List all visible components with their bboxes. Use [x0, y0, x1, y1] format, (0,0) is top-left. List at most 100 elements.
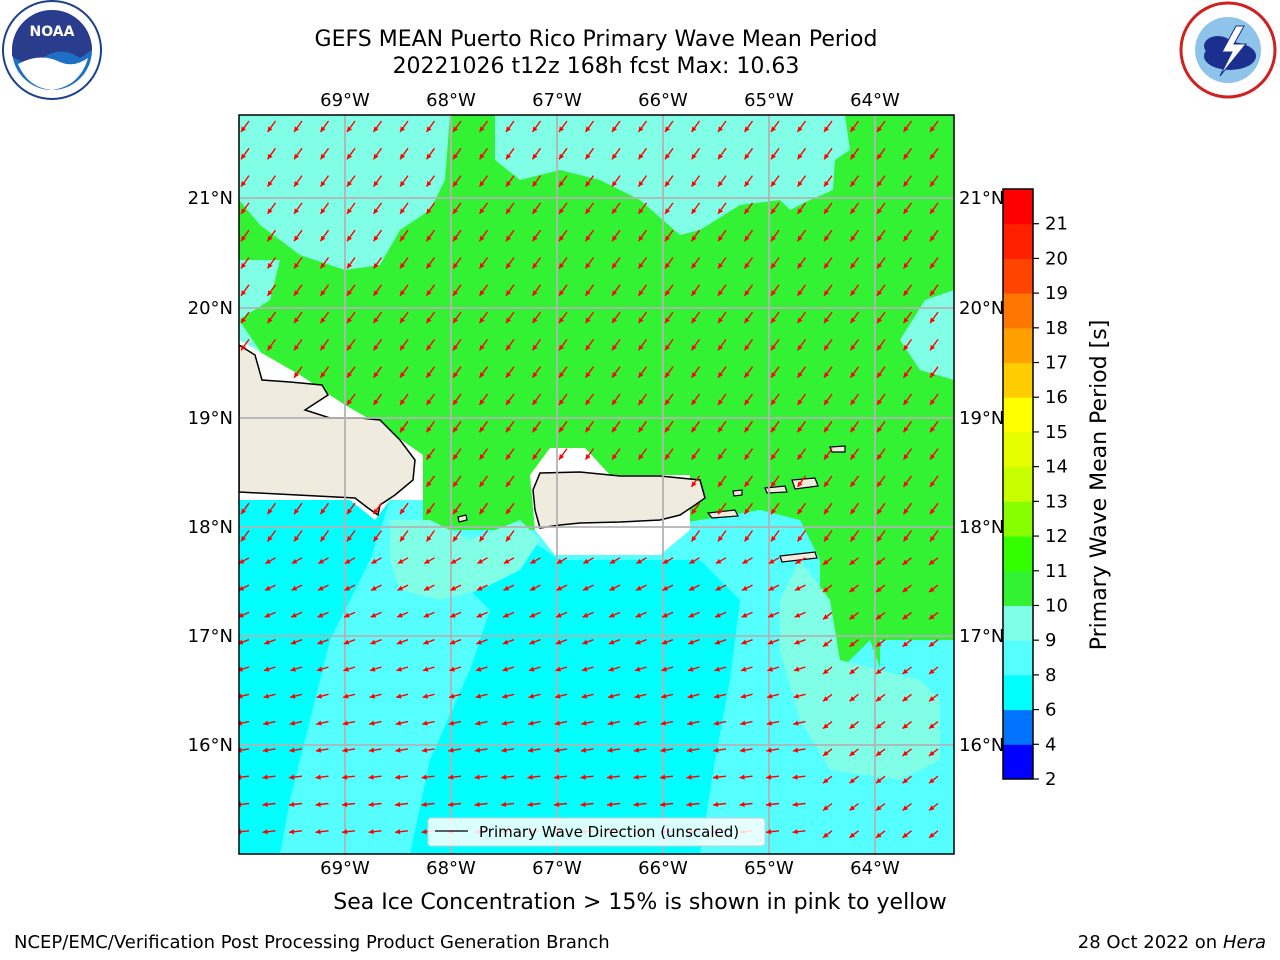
wave-arrow-head [665, 454, 671, 460]
wave-arrow-head [450, 612, 456, 618]
wave-arrow-head [691, 290, 697, 296]
wave-arrow-head [660, 801, 666, 808]
wave-arrow-head [476, 612, 483, 618]
lat-label-right: 21°N [959, 188, 1004, 209]
lon-labels-bottom: 69°W 68°W 67°W 66°W 65°W 64°W [320, 858, 900, 879]
wave-arrow-head [612, 235, 618, 242]
lon-label-top: 64°W [850, 90, 900, 111]
wave-arrow-head [449, 639, 456, 645]
footer-date-text: 28 Oct 2022 on [1077, 932, 1223, 953]
wave-arrow-head [315, 829, 321, 835]
wave-arrow-head [347, 181, 353, 187]
wave-arrow-head [315, 801, 321, 808]
land-culebra [732, 489, 743, 497]
wave-arrow-head [718, 153, 724, 160]
wave-arrow-head [556, 612, 562, 618]
wave-arrow-head [347, 153, 353, 160]
wave-arrow-head [532, 126, 538, 132]
wave-arrow-head [877, 426, 883, 433]
wave-arrow-head [368, 801, 374, 808]
colorbar-segment [1003, 605, 1033, 641]
wave-arrow-head [824, 208, 830, 214]
wave-arrow-head [585, 181, 591, 187]
wave-arrow-head [797, 208, 803, 214]
wave-arrow-head [797, 153, 803, 160]
wave-arrow-head [532, 399, 538, 405]
wave-arrow-head [665, 235, 671, 242]
wave-arrow-head [902, 723, 909, 729]
wave-arrow-head [903, 290, 909, 296]
wave-arrow-head [903, 372, 909, 378]
wave-arrow-head [767, 666, 773, 672]
wave-arrow-head [823, 750, 829, 756]
wave-arrow-head [264, 612, 271, 618]
wave-arrow-head [479, 344, 485, 351]
wave-arrow-head [739, 747, 746, 753]
wave-arrow-head [929, 778, 935, 784]
lat-label-left: 16°N [188, 735, 233, 756]
colorbar-segment [1003, 536, 1033, 572]
wave-arrow-head [877, 481, 883, 487]
colorbar-tick-label: 13 [1045, 491, 1068, 512]
wave-arrow-head [290, 639, 297, 645]
wave-arrow-head [239, 585, 245, 591]
wave-arrow-head [479, 235, 485, 242]
wave-arrow-head [903, 235, 909, 242]
wave-arrow-head [903, 454, 909, 460]
wave-arrow-head [320, 508, 326, 515]
wave-arrow-head [744, 399, 750, 405]
wave-arrow-head [739, 774, 745, 780]
wave-arrow-head [556, 585, 563, 591]
wave-arrow-head [554, 801, 560, 808]
wave-arrow-head [453, 317, 459, 324]
wave-arrow-head [797, 399, 803, 405]
lon-labels-top: 69°W 68°W 67°W 66°W 65°W 64°W [320, 90, 900, 111]
lon-label-bottom: 69°W [320, 858, 370, 879]
wave-arrow-head [289, 829, 295, 835]
wave-arrow-head [744, 535, 750, 542]
wave-arrow-head [529, 639, 535, 645]
wave-arrow-head [612, 372, 618, 378]
wave-arrow-head [289, 747, 295, 753]
wave-arrow-head [850, 181, 856, 187]
wave-arrow-head [929, 641, 935, 647]
wave-arrow-head [370, 585, 377, 591]
wave-arrow-head [239, 666, 243, 672]
wave-arrow-head [426, 153, 432, 160]
wave-arrow-head [718, 372, 724, 378]
wave-arrow-head [241, 153, 247, 160]
wave-arrow-head [585, 372, 591, 378]
wave-arrow-head [797, 181, 803, 187]
wave-arrow-head [267, 262, 273, 269]
wave-arrow-head [400, 399, 406, 405]
wave-arrow-head [877, 344, 883, 351]
wave-arrow-head [421, 747, 428, 753]
wave-arrow-head [264, 639, 270, 645]
wave-arrow-head [241, 317, 247, 324]
wave-arrow-head [559, 153, 565, 160]
wave-arrow-head [849, 559, 856, 565]
wave-arrow-head [877, 235, 883, 242]
wave-arrow-head [400, 508, 406, 515]
colorbar-tick-label: 8 [1045, 665, 1056, 686]
wave-arrow-head [612, 426, 618, 433]
wave-arrow-head [691, 262, 697, 269]
wave-arrow-head [479, 372, 485, 378]
wave-arrow-head [612, 262, 618, 269]
nws-logo-icon [1179, 1, 1277, 99]
wave-arrow-head [239, 639, 244, 645]
wave-arrow-head [665, 344, 671, 351]
colorbar-segment [1003, 431, 1033, 468]
wave-arrow-head [902, 641, 909, 647]
wave-arrow-head [267, 508, 273, 515]
wave-arrow-head [929, 559, 935, 565]
wave-arrow-head [876, 614, 882, 620]
wave-arrow-head [506, 454, 512, 460]
wave-arrow-head [850, 454, 856, 460]
wave-arrow-head [849, 586, 856, 593]
wave-arrow-head [876, 641, 882, 647]
wave-arrow-head [475, 666, 482, 672]
wave-arrow-head [607, 774, 613, 780]
wave-arrow-head [585, 153, 591, 160]
wave-arrow-head [262, 774, 268, 780]
